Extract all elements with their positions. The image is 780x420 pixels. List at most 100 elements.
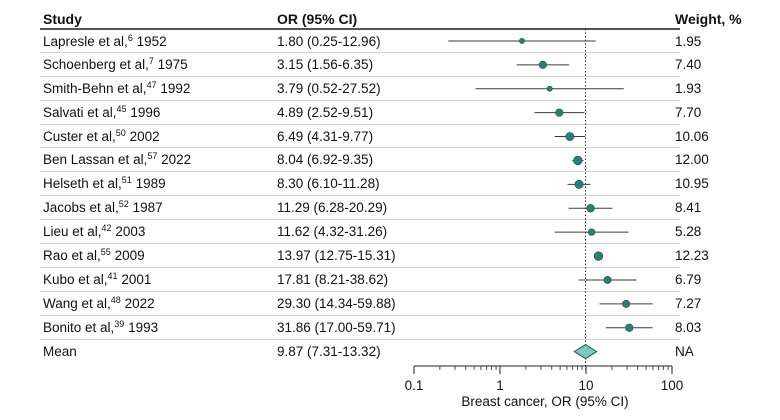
study-year: 1992: [160, 80, 191, 96]
study-year: 1987: [132, 200, 163, 216]
study-author: Schoenberg et al,: [43, 56, 149, 72]
weight-value: 6.79: [675, 271, 702, 287]
study-marker: [555, 108, 564, 117]
odds-ratio-ci: 31.86 (17.00-59.71): [277, 319, 396, 335]
study-author: Smith-Behn et al,: [43, 80, 147, 96]
odds-ratio-ci: 1.80 (0.25-12.96): [277, 34, 381, 49]
weight-value: 7.27: [675, 295, 702, 311]
study-year: 2022: [124, 295, 155, 311]
study-name: Jacobs et al,52 1987: [43, 199, 163, 216]
study-name: Custer et al,50 2002: [43, 128, 160, 145]
table-row: Helseth et al,51 1989 8.30 (6.10-11.28) 10…: [40, 172, 709, 197]
reference-number: 7: [148, 55, 154, 66]
table-row: Smith-Behn et al,47 1992 3.79 (0.52-27.52…: [40, 77, 701, 101]
table-row: Rao et al,55 2009 13.97 (12.75-15.31) 12.2…: [40, 244, 709, 268]
study-year: 2003: [115, 224, 146, 240]
mean-odds-ratio-ci: 9.87 (7.31-13.32): [277, 343, 381, 359]
study-marker: [587, 228, 596, 236]
study-name: Wang et al,48 2022: [43, 295, 155, 312]
x-tick-label: 1: [496, 378, 504, 393]
study-marker: [586, 204, 595, 213]
odds-ratio-ci: 6.49 (4.31-9.77): [277, 128, 374, 144]
table-row: Bonito et al,39 1993 31.86 (17.00-59.71) 8…: [40, 316, 701, 340]
weight-value: 5.28: [675, 224, 702, 240]
table-row: Jacobs et al,52 1987 11.29 (6.28-20.29) 8.…: [40, 196, 701, 221]
study-name: Lieu et al,42 2003: [43, 223, 145, 240]
study-year: 1993: [128, 319, 159, 335]
study-marker: [622, 299, 631, 308]
odds-ratio-ci: 13.97 (12.75-15.31): [277, 248, 396, 264]
study-marker: [574, 179, 584, 189]
study-marker: [603, 276, 612, 284]
study-author: Bonito et al,: [43, 319, 115, 335]
study-author: Custer et al,: [43, 128, 116, 144]
table-row: Ben Lassan et al,57 2022 8.04 (6.92-9.35)…: [40, 148, 709, 173]
reference-number: 55: [100, 247, 111, 258]
weight-value: 8.41: [675, 200, 702, 216]
study-author: Ben Lassan et al,: [43, 152, 148, 168]
study-name: Lapresle et al,6 1952: [43, 33, 167, 50]
weight-value: 12.23: [675, 248, 709, 264]
odds-ratio-ci: 8.30 (6.10-11.28): [277, 176, 380, 192]
study-marker: [625, 323, 634, 332]
weight-value: 1.95: [675, 34, 702, 49]
header-or: OR (95% CI): [277, 11, 358, 27]
study-author: Wang et al,: [43, 295, 111, 311]
table-row: Lapresle et al,6 1952 1.80 (0.25-12.96) 1.…: [40, 29, 701, 53]
header-weight: Weight, %: [675, 11, 742, 27]
odds-ratio-ci: 4.89 (2.52-9.51): [277, 104, 374, 120]
table-row: Kubo et al,41 2001 17.81 (8.21-38.62) 6.79: [40, 268, 701, 292]
weight-value: 7.40: [675, 56, 702, 72]
table-row: Schoenberg et al,7 1975 3.15 (1.56-6.35) 7…: [40, 53, 701, 77]
header-study: Study: [43, 11, 82, 27]
study-author: Helseth et al,: [43, 176, 122, 192]
weight-value: 10.06: [675, 128, 709, 144]
weight-value: 8.03: [675, 319, 702, 335]
study-marker: [538, 60, 547, 69]
table-row: Custer et al,50 2002 6.49 (4.31-9.77) 10.0…: [40, 125, 709, 149]
reference-number: 45: [116, 103, 127, 114]
study-name: Bonito et al,39 1993: [43, 319, 158, 336]
reference-number: 51: [121, 175, 132, 186]
study-year: 1989: [135, 176, 166, 192]
x-tick-label: 0.1: [405, 378, 424, 393]
study-name: Smith-Behn et al,47 1992: [43, 80, 190, 97]
x-tick-label: 10: [578, 378, 593, 393]
weight-value: 10.95: [675, 176, 709, 192]
table-row: Salvati et al,45 1996 4.89 (2.52-9.51) 7.7…: [40, 101, 701, 125]
study-marker: [573, 155, 583, 166]
x-tick-label: 100: [661, 378, 684, 393]
mean-weight: NA: [675, 343, 694, 359]
study-name: Rao et al,55 2009: [43, 247, 145, 264]
odds-ratio-ci: 3.15 (1.56-6.35): [277, 56, 374, 72]
reference-number: 48: [110, 294, 121, 305]
study-name: Salvati et al,45 1996: [43, 104, 160, 121]
study-marker: [593, 251, 604, 261]
reference-number: 57: [147, 151, 158, 162]
reference-number: 39: [114, 318, 125, 329]
study-author: Jacobs et al,: [43, 200, 119, 216]
study-year: 1975: [157, 56, 188, 72]
study-year: 2009: [114, 248, 145, 264]
study-year: 2002: [129, 128, 160, 144]
reference-number: 47: [146, 79, 157, 90]
reference-number: 41: [107, 270, 118, 281]
study-table: Lapresle et al,6 1952 1.80 (0.25-12.96) 1.…: [40, 29, 709, 363]
study-author: Lapresle et al,: [43, 34, 128, 49]
odds-ratio-ci: 11.62 (4.32-31.26): [277, 224, 388, 240]
study-year: 1952: [136, 34, 167, 49]
study-year: 2022: [161, 152, 192, 168]
study-marker: [565, 132, 575, 141]
odds-ratio-ci: 8.04 (6.92-9.35): [277, 152, 374, 168]
odds-ratio-ci: 11.29 (6.28-20.29): [277, 200, 388, 216]
study-name: Kubo et al,41 2001: [43, 271, 151, 288]
weight-value: 1.93: [675, 80, 702, 96]
table-row: Lieu et al,42 2003 11.62 (4.32-31.26) 5.28: [40, 220, 701, 245]
mean-label: Mean: [43, 343, 77, 359]
pooled-diamond: [573, 344, 598, 360]
study-name: Ben Lassan et al,57 2022: [43, 151, 191, 168]
weight-value: 7.70: [675, 104, 702, 120]
reference-number: 6: [127, 33, 133, 43]
odds-ratio-ci: 17.81 (8.21-38.62): [277, 271, 389, 287]
